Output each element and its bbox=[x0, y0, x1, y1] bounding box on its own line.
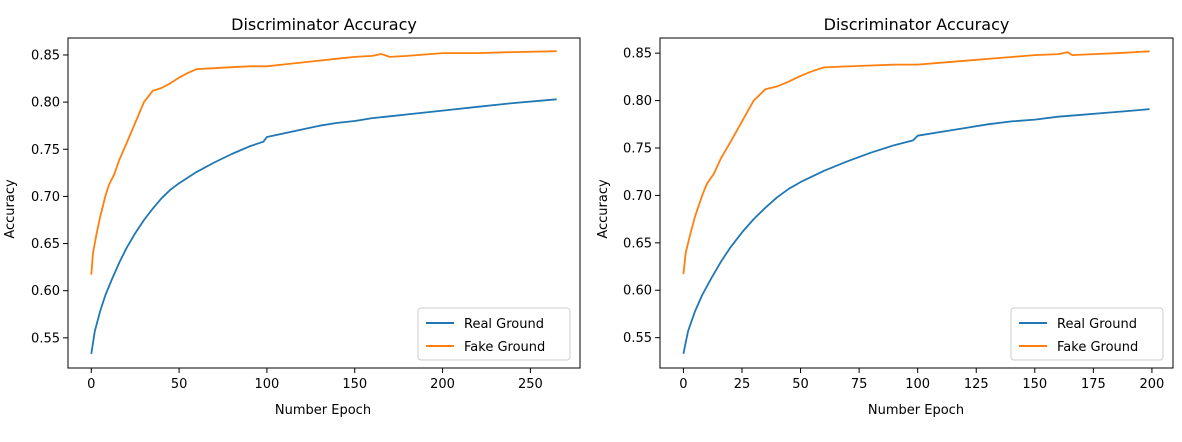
y-tick-label: 0.80 bbox=[31, 96, 60, 111]
x-tick-label: 100 bbox=[905, 377, 930, 392]
chart-title: Discriminator Accuracy bbox=[824, 15, 1010, 34]
y-tick-label: 0.80 bbox=[623, 94, 652, 109]
x-tick-label: 50 bbox=[792, 377, 809, 392]
plot-frame bbox=[659, 37, 1174, 369]
x-tick-label: 150 bbox=[1022, 377, 1047, 392]
y-tick-label: 0.65 bbox=[623, 236, 652, 251]
y-axis-label: Accuracy bbox=[3, 179, 18, 239]
y-tick-label: 0.85 bbox=[623, 47, 652, 62]
chart-panel-1: Discriminator Accuracy 0 50 100 150 200 250 0.5… bbox=[3, 15, 581, 418]
x-tick-label: 150 bbox=[342, 377, 367, 392]
x-tick-label: 175 bbox=[1081, 377, 1106, 392]
x-tick-label: 125 bbox=[964, 377, 989, 392]
x-axis-label: Number Epoch bbox=[275, 403, 371, 418]
plot-frame bbox=[67, 37, 581, 369]
x-tick-label: 200 bbox=[430, 377, 455, 392]
legend: Real Ground Fake Ground bbox=[1010, 307, 1164, 361]
series-line-fake-ground bbox=[90, 50, 557, 275]
x-tick-label: 200 bbox=[1140, 377, 1165, 392]
y-tick-label: 0.75 bbox=[623, 142, 652, 157]
legend: Real Ground Fake Ground bbox=[417, 307, 571, 361]
x-tick-label: 0 bbox=[679, 377, 687, 392]
y-tick-label: 0.70 bbox=[31, 190, 60, 205]
chart-panel-2: Discriminator Accuracy 0 25 50 75 100 125 150 17… bbox=[596, 15, 1174, 418]
legend-label-real-ground: Real Ground bbox=[464, 317, 544, 332]
y-tick-label: 0.70 bbox=[623, 189, 652, 204]
x-tick-label: 0 bbox=[87, 377, 95, 392]
x-tick-label: 250 bbox=[518, 377, 543, 392]
y-tick-label: 0.55 bbox=[623, 331, 652, 346]
y-tick-label: 0.75 bbox=[31, 143, 60, 158]
y-tick-label: 0.65 bbox=[31, 237, 60, 252]
series-line-fake-ground bbox=[682, 50, 1150, 275]
y-axis-label: Accuracy bbox=[596, 179, 611, 239]
chart-title: Discriminator Accuracy bbox=[231, 15, 417, 34]
y-tick-label: 0.60 bbox=[623, 284, 652, 299]
x-tick-label: 75 bbox=[851, 377, 868, 392]
x-axis-label: Number Epoch bbox=[868, 403, 964, 418]
legend-label-real-ground: Real Ground bbox=[1057, 317, 1137, 332]
x-tick-label: 50 bbox=[171, 377, 188, 392]
x-tick-label: 100 bbox=[255, 377, 280, 392]
y-tick-label: 0.55 bbox=[31, 331, 60, 346]
legend-box bbox=[417, 307, 571, 361]
y-tick-label: 0.60 bbox=[31, 284, 60, 299]
legend-label-fake-ground: Fake Ground bbox=[1057, 340, 1138, 355]
legend-box bbox=[1010, 307, 1164, 361]
series-line-real-ground bbox=[682, 108, 1150, 354]
series-line-real-ground bbox=[90, 98, 557, 355]
legend-label-fake-ground: Fake Ground bbox=[464, 340, 545, 355]
y-tick-label: 0.85 bbox=[31, 48, 60, 63]
x-tick-label: 25 bbox=[734, 377, 751, 392]
